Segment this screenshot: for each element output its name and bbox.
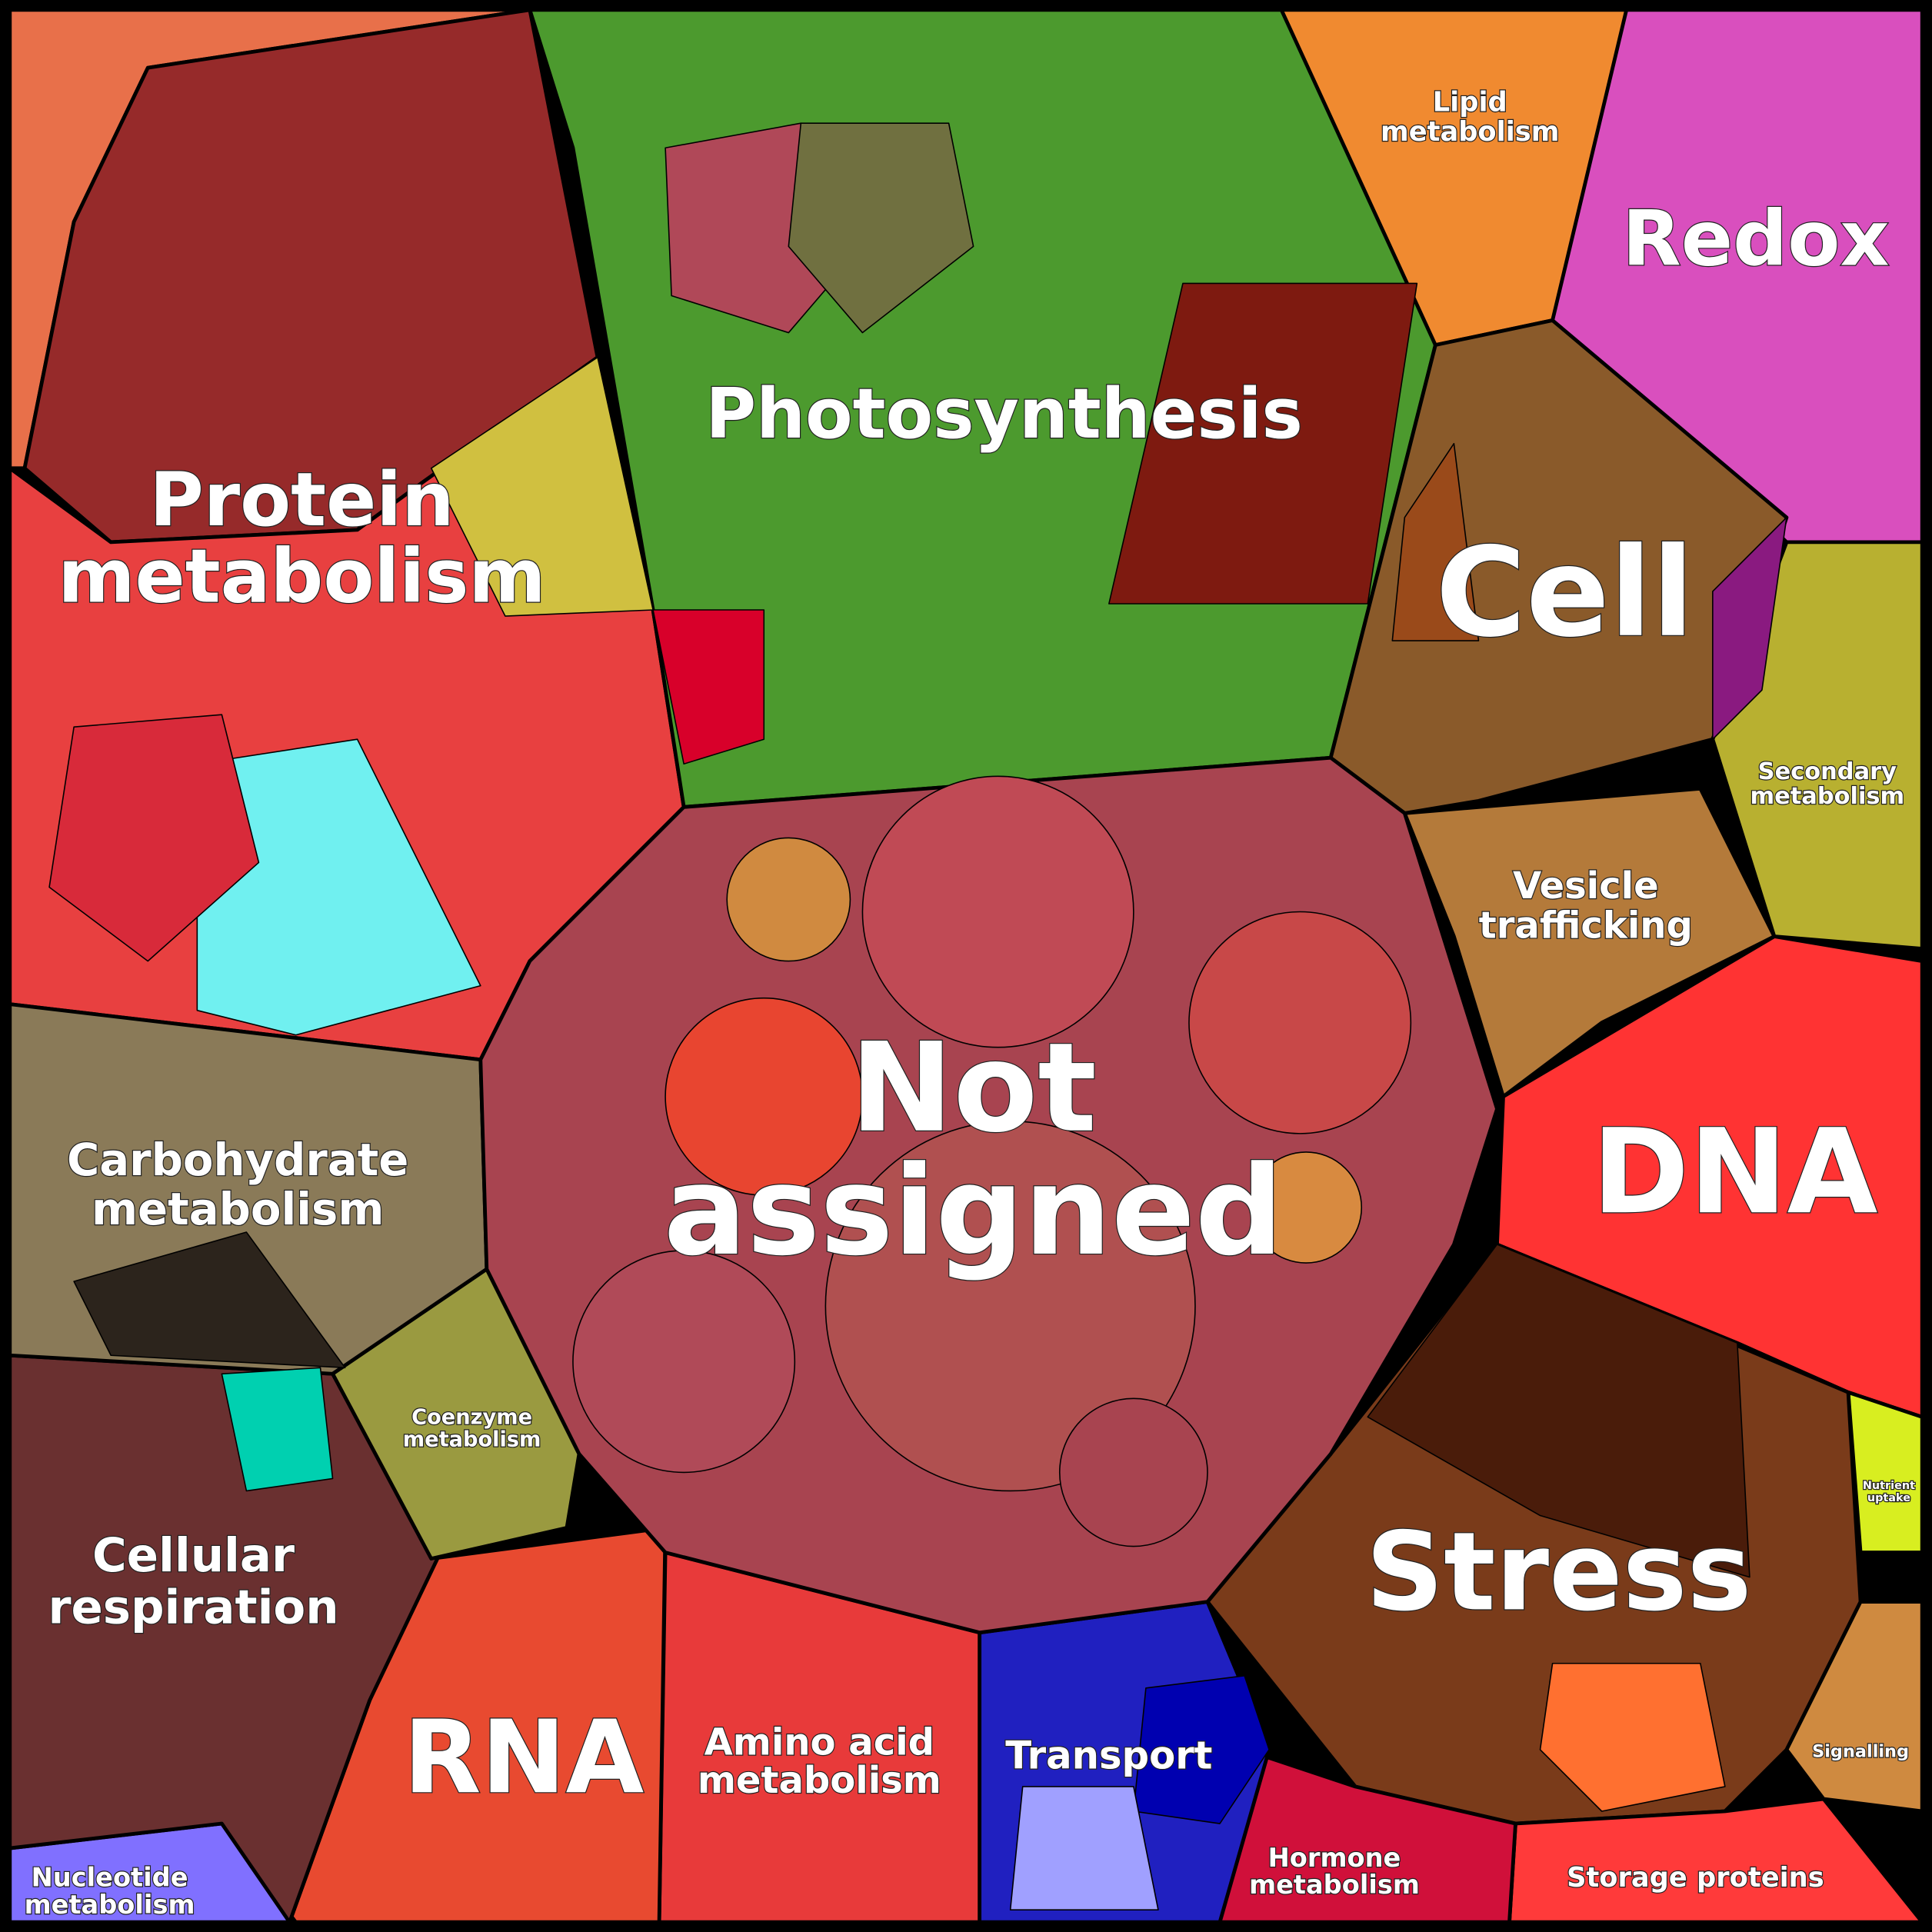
region-label: RNA — [403, 1698, 644, 1816]
region-label: Transport — [1005, 1734, 1212, 1778]
sub-cell — [861, 775, 1134, 1048]
region-label: Vesicle — [1513, 864, 1659, 908]
region-label: Redox — [1622, 195, 1889, 284]
region-label: Photosynthesis — [705, 375, 1303, 455]
region-label: Not — [850, 1016, 1097, 1160]
sub-cell — [1250, 1151, 1363, 1264]
region-label: DNA — [1592, 1104, 1878, 1240]
sub-cell — [430, 356, 654, 617]
region-label: Nucleotide — [32, 1863, 188, 1893]
sub-cell — [1391, 442, 1480, 641]
region-label: Secondary — [1758, 758, 1897, 785]
coenzyme-metabolism-cell — [331, 1267, 581, 1561]
region-label: Cell — [1436, 521, 1694, 665]
sub-cell — [1188, 911, 1412, 1134]
sub-cell — [1058, 1397, 1208, 1547]
signalling-cell — [1784, 1600, 1924, 1814]
sub-cell — [652, 609, 765, 765]
sub-cell — [1367, 1244, 1750, 1578]
region-label: Coenzyme — [411, 1405, 532, 1429]
sub-cell — [1108, 282, 1418, 605]
sub-cell — [788, 122, 974, 334]
region-label: Hormone — [1268, 1843, 1401, 1873]
sub-cell — [1133, 1674, 1270, 1824]
labels: ProteinmetabolismPhotosynthesisLipidmeta… — [23, 85, 1916, 1920]
region-label: assigned — [664, 1139, 1284, 1283]
region-label: Storage proteins — [1567, 1862, 1824, 1894]
sub-cell — [196, 738, 481, 1036]
sub-cell — [665, 997, 864, 1196]
region-label: Protein — [149, 457, 454, 543]
sub-cell — [726, 837, 851, 962]
sub-cell — [221, 1367, 334, 1492]
region-label: respiration — [48, 1580, 338, 1634]
region-label: metabolism — [698, 1759, 941, 1802]
region-label: Cellular — [92, 1528, 295, 1583]
region-label: metabolism — [25, 1890, 195, 1920]
region-label: Signalling — [1812, 1742, 1909, 1762]
sub-cell — [1009, 1786, 1159, 1910]
region-label: metabolism — [1381, 116, 1560, 148]
region-label: metabolism — [92, 1183, 384, 1235]
region-label: uptake — [1867, 1492, 1910, 1504]
sub-cells — [48, 122, 1787, 1910]
sub-cell — [1539, 1662, 1726, 1812]
sub-cell — [1712, 517, 1787, 741]
sub-cell — [824, 1121, 1196, 1492]
region-label: metabolism — [1249, 1870, 1420, 1900]
region-label: Amino acid — [705, 1720, 934, 1764]
sub-cell — [572, 1250, 796, 1474]
region-label: metabolism — [58, 534, 545, 620]
region-label: trafficking — [1479, 904, 1693, 947]
region-label: Carbohydrate — [67, 1134, 408, 1186]
region-label: Nutrient — [1863, 1480, 1915, 1492]
region-label: metabolism — [1750, 783, 1904, 810]
sub-cell — [48, 714, 260, 962]
sub-cell — [73, 1231, 346, 1369]
nutrient-uptake-cell — [1846, 1390, 1924, 1554]
region-label: Stress — [1366, 1509, 1752, 1635]
region-label: Lipid — [1433, 87, 1507, 118]
vesicle-trafficking-cell — [1402, 786, 1777, 1099]
region-label: metabolism — [403, 1427, 541, 1451]
